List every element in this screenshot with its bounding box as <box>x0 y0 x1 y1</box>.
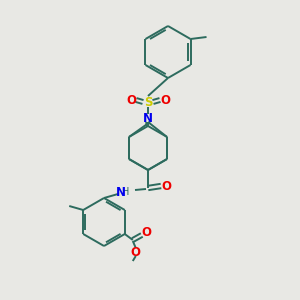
Text: H: H <box>122 187 130 197</box>
Text: O: O <box>142 226 152 238</box>
Text: N: N <box>116 185 126 199</box>
Text: O: O <box>160 94 170 106</box>
Text: S: S <box>144 95 152 109</box>
Text: O: O <box>126 94 136 106</box>
Text: O: O <box>131 245 141 259</box>
Text: N: N <box>143 112 153 124</box>
Text: O: O <box>161 179 171 193</box>
